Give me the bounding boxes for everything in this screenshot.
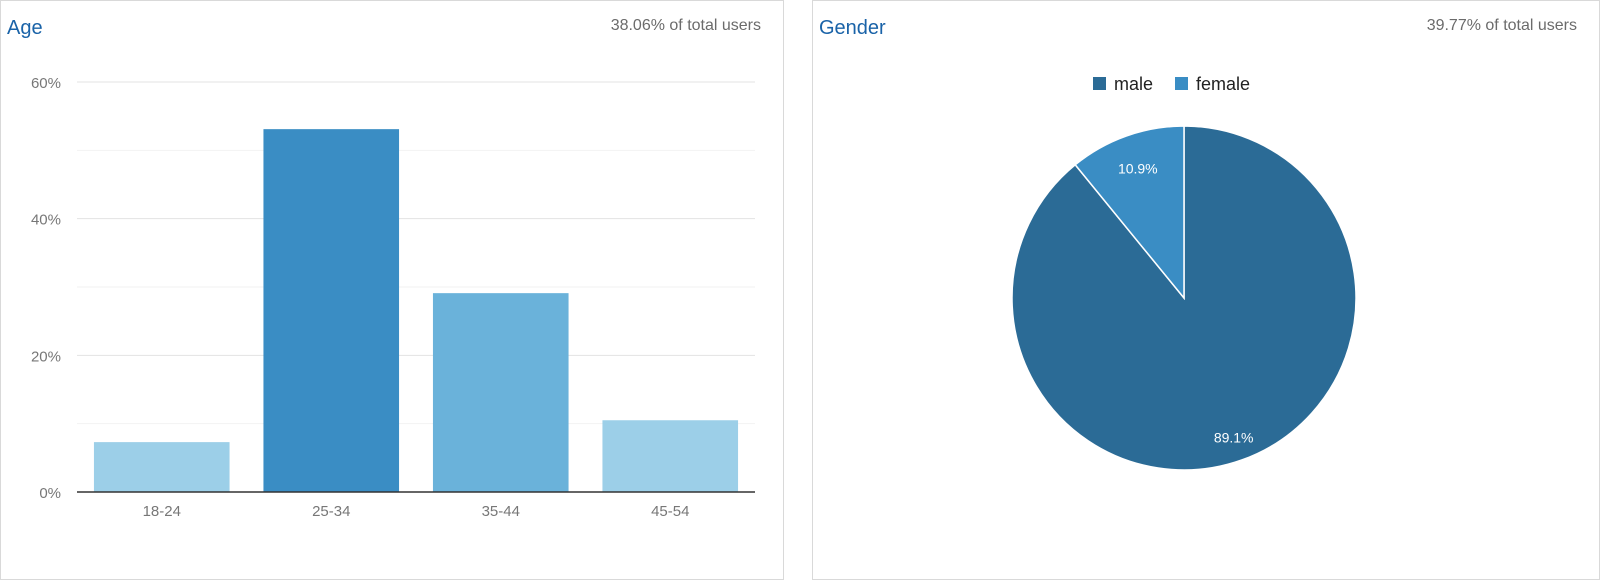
age-panel: Age 38.06% of total users 0% 20% 40% 60% 18-… (0, 0, 784, 580)
y-tick-label: 40% (31, 212, 61, 229)
y-tick-label: 60% (31, 75, 61, 92)
y-tick-label: 20% (31, 348, 61, 365)
gender-panel: Gender 39.77% of total users male female 8… (812, 0, 1600, 580)
gender-title: Gender (819, 17, 886, 39)
age-title: Age (7, 17, 43, 39)
x-tick-label: 45-54 (651, 503, 689, 520)
bar-25-34 (263, 129, 400, 492)
bar-18-24 (93, 442, 230, 492)
x-tick-label: 35-44 (482, 503, 520, 520)
bar-35-44 (432, 293, 569, 492)
pie-label-female: 10.9% (1118, 160, 1158, 176)
gender-subtitle: 39.77% of total users (1426, 17, 1577, 34)
y-tick-label: 0% (39, 485, 61, 502)
legend-label-male: male (1114, 74, 1153, 94)
legend-swatch-female (1175, 77, 1188, 90)
gender-pie-chart: male female 89.1% 10.9% (1011, 74, 1357, 471)
age-subtitle: 38.06% of total users (610, 17, 761, 34)
legend-swatch-male (1093, 77, 1106, 90)
pie-slice-female (1074, 125, 1185, 301)
x-tick-label: 18-24 (143, 503, 181, 520)
x-tick-label: 25-34 (312, 503, 350, 520)
legend-label-female: female (1196, 74, 1250, 94)
pie-label-male: 89.1% (1214, 429, 1254, 445)
age-bar-chart: 0% 20% 40% 60% 18-24 25-34 35-44 45-54 (31, 75, 755, 520)
bar-45-54 (602, 420, 739, 492)
